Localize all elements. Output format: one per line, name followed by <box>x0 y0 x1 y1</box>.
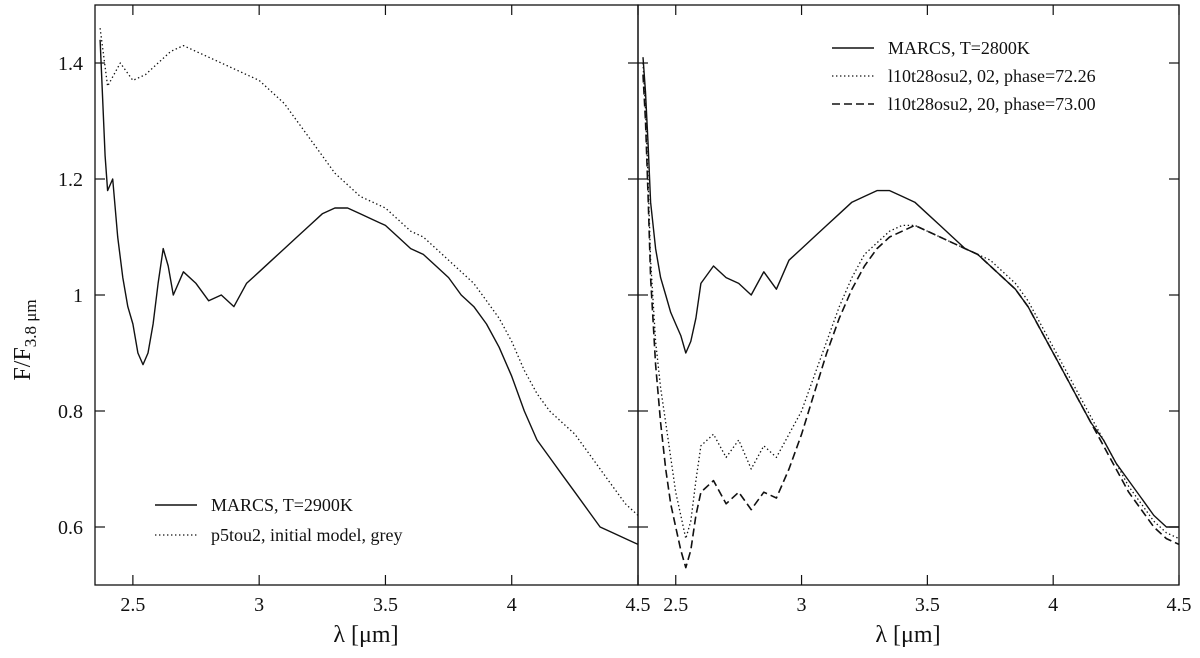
y-tick-label: 1.4 <box>58 53 83 75</box>
left-x-axis-label: λ [μm] <box>333 622 398 648</box>
left-series-2-line <box>99 28 639 516</box>
right-x-tick-label: 3 <box>797 594 807 616</box>
left-x-tick-label: 3.5 <box>373 594 398 616</box>
left-series-1-line <box>99 39 639 546</box>
left-plot-frame <box>94 4 639 586</box>
right-legend: MARCS, T=2800K l10t28osu2, 02, phase=72.2… <box>832 38 1096 114</box>
y-tick-label: 0.8 <box>58 401 83 423</box>
left-x-tick-label: 2.5 <box>120 594 145 616</box>
right-series-2-line <box>642 62 1180 540</box>
y-axis-label-subscript: 3.8 μm <box>21 299 40 347</box>
right-plot-frame <box>637 4 1180 586</box>
left-x-tick-label: 3 <box>254 594 264 616</box>
left-legend-label-2: p5tou2, initial model, grey <box>211 525 402 545</box>
right-series-1-line <box>642 57 1179 528</box>
right-legend-label-1: MARCS, T=2800K <box>888 38 1030 58</box>
right-ticks: 2.5 3 3.5 4 4.5 <box>638 5 1192 616</box>
right-x-tick-label: 4 <box>1048 594 1058 616</box>
left-series-layer <box>99 28 639 546</box>
left-panel: 2.5 3 3.5 4 4.5 0.6 0.8 1 1.2 1.4 λ [μm] MARCS, T… <box>58 4 651 648</box>
right-legend-label-2: l10t28osu2, 02, phase=72.26 <box>888 66 1096 86</box>
left-x-tick-label: 4.5 <box>626 594 651 616</box>
right-x-axis-label: λ [μm] <box>875 622 940 648</box>
right-x-tick-label: 2.5 <box>663 594 688 616</box>
right-x-tick-label: 3.5 <box>915 594 940 616</box>
right-x-tick-label: 4.5 <box>1167 594 1192 616</box>
right-series-3-line <box>642 74 1180 569</box>
right-series-layer <box>642 57 1180 569</box>
y-axis-label-main: F/F <box>10 347 36 380</box>
y-axis-label: F/F3.8 μm <box>10 299 40 380</box>
y-tick-label: 0.6 <box>58 517 83 539</box>
left-legend: MARCS, T=2900K p5tou2, initial model, gre… <box>155 495 402 545</box>
y-tick-label: 1.2 <box>58 169 83 191</box>
right-legend-label-3: l10t28osu2, 20, phase=73.00 <box>888 94 1096 114</box>
left-x-tick-label: 4 <box>507 594 517 616</box>
left-legend-label-1: MARCS, T=2900K <box>211 495 353 515</box>
y-tick-label: 1 <box>73 285 83 307</box>
right-panel: 2.5 3 3.5 4 4.5 λ [μm] MARCS, T=2800K l10t28o… <box>637 4 1192 648</box>
